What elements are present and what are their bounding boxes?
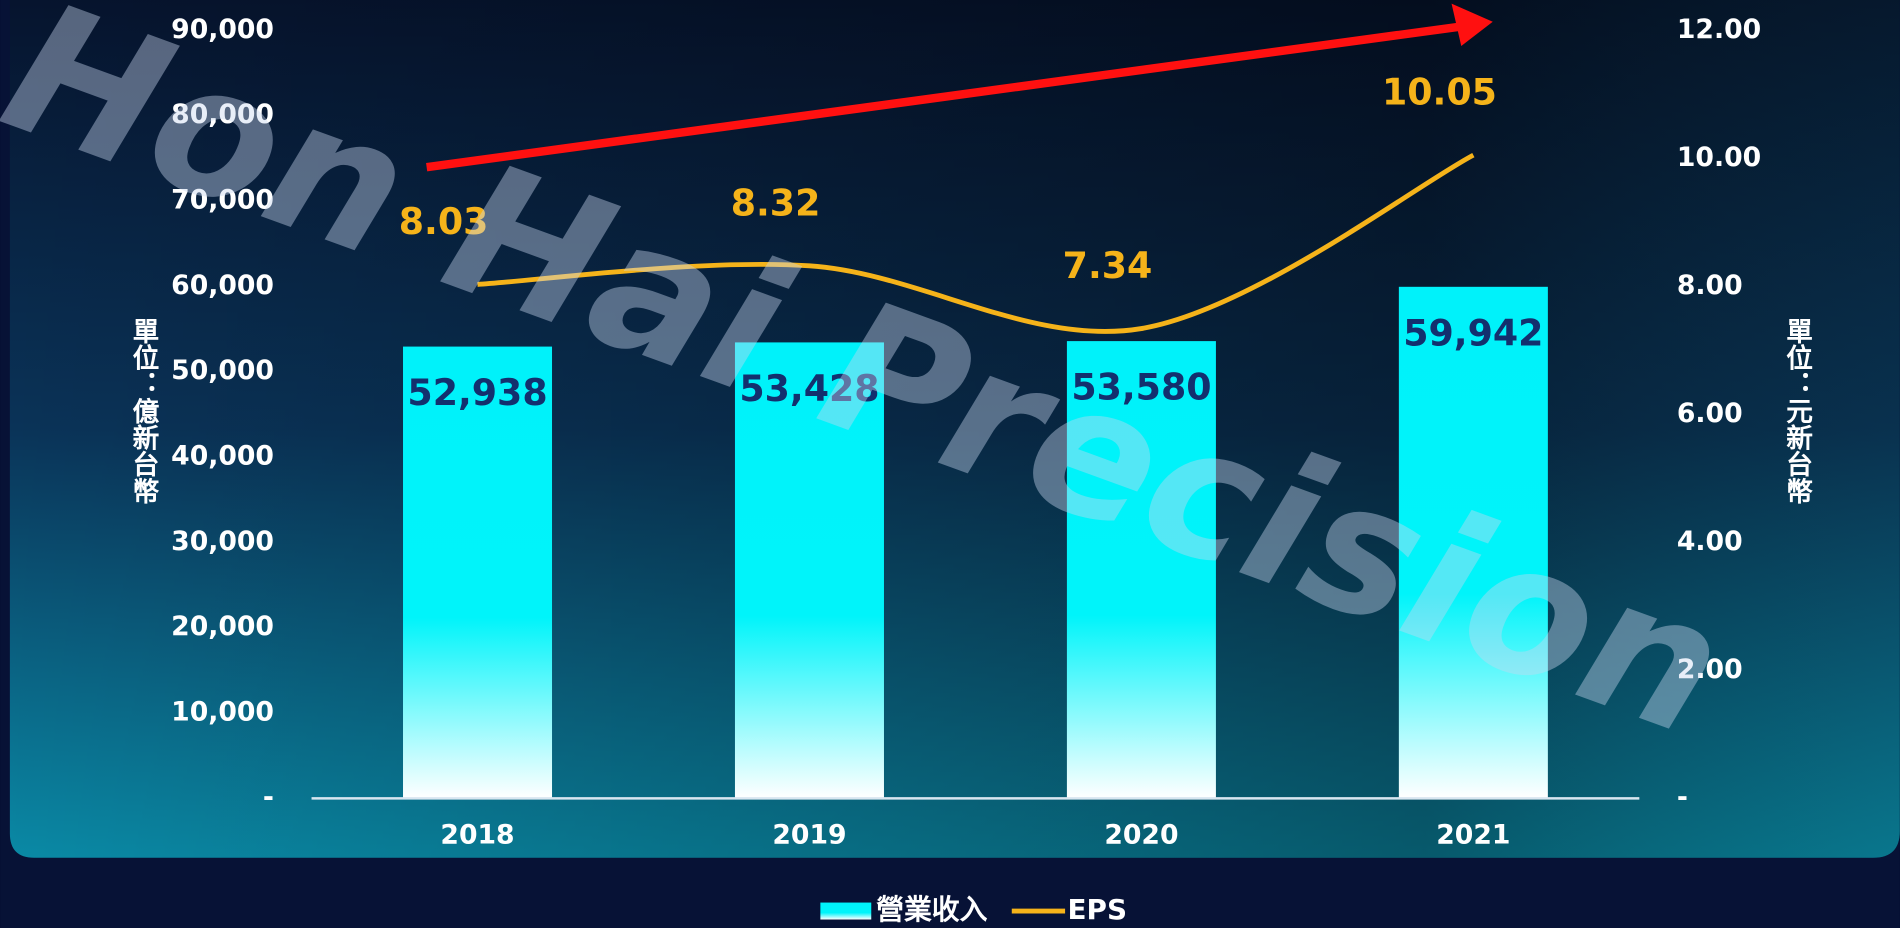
bar-value-label: 53,428 [739, 367, 879, 410]
plot: - 10,000 20,000 30,000 40,000 50,000 60,000 70,… [171, 14, 1761, 851]
y-tick-label: 10,000 [171, 697, 274, 728]
y-tick-label: 30,000 [171, 526, 274, 557]
y-tick-label: - [263, 782, 274, 813]
x-tick-label: 2018 [440, 819, 514, 850]
legend-swatch [820, 902, 872, 920]
bar-value-label: 59,942 [1403, 311, 1543, 354]
y-axis-label: 單位：億新台幣 [127, 317, 158, 504]
y-tick-label: 50,000 [171, 355, 274, 386]
bar [734, 342, 884, 799]
bar-value-label: 52,938 [407, 371, 547, 414]
y2-tick-label: 10.00 [1677, 142, 1761, 173]
y2-tick-label: 4.00 [1677, 526, 1743, 557]
trend-arrow-head [1451, 3, 1493, 47]
y-tick-label: 40,000 [171, 441, 274, 472]
legend-label: 營業收入 [876, 893, 988, 926]
y2-tick-label: 12.00 [1677, 14, 1761, 45]
line-value-label: 8.32 [731, 181, 821, 224]
bar [403, 346, 553, 799]
y-tick-label: 80,000 [171, 99, 274, 130]
y2-axis-label: 單位：元新台幣 [1781, 317, 1812, 504]
x-tick-label: 2019 [772, 819, 846, 850]
line-value-label: 8.03 [399, 200, 489, 243]
legend-label: EPS [1068, 893, 1128, 926]
line-value-label: 7.34 [1063, 244, 1153, 287]
bar [1066, 341, 1216, 799]
trend-arrow [426, 22, 1461, 172]
bar-value-label: 53,580 [1071, 366, 1211, 409]
bar [1398, 286, 1548, 799]
y-tick-label: 90,000 [171, 14, 274, 45]
y2-tick-label: 8.00 [1677, 270, 1743, 301]
y2-tick-label: 2.00 [1677, 654, 1743, 685]
y2-tick-label: 6.00 [1677, 398, 1743, 429]
line-value-label: 10.05 [1382, 71, 1497, 114]
x-tick-label: 2020 [1104, 819, 1178, 850]
y-tick-label: 70,000 [171, 184, 274, 215]
line [477, 152, 1475, 334]
y-tick-label: 20,000 [171, 611, 274, 642]
y-tick-label: 60,000 [171, 270, 274, 301]
y2-tick-label: - [1677, 782, 1688, 813]
x-tick-label: 2021 [1436, 819, 1510, 850]
